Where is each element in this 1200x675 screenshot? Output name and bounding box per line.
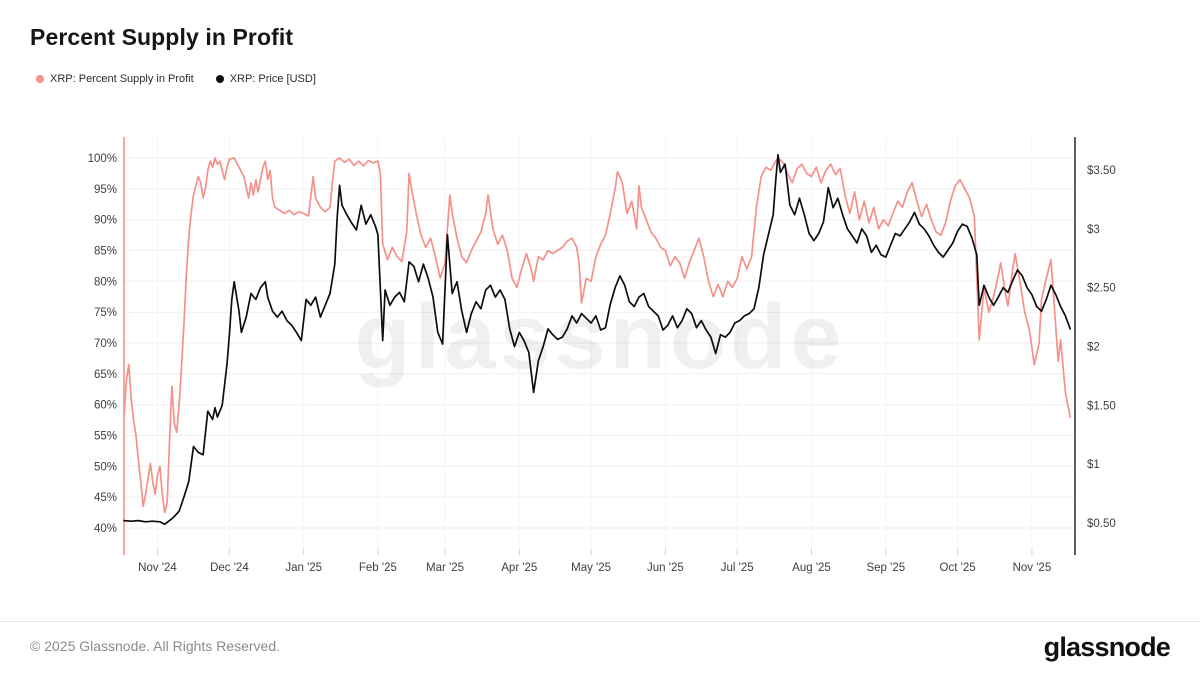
left-axis-tick-label: 50%	[94, 461, 117, 473]
right-axis-tick-label: $3.50	[1087, 165, 1116, 177]
x-tick-label: Aug '25	[792, 562, 831, 574]
left-axis-tick-label: 90%	[94, 215, 117, 227]
x-tick-label: Sep '25	[866, 562, 905, 574]
legend-item-percent-supply-in-profit[interactable]: XRP: Percent Supply in Profit	[36, 73, 194, 85]
x-tick-label: Oct '25	[940, 562, 976, 574]
left-axis-tick-label: 65%	[94, 369, 117, 381]
left-axis-tick-label: 85%	[94, 246, 117, 258]
legend-dot-supply-icon	[36, 75, 44, 83]
left-axis-tick-label: 80%	[94, 276, 117, 288]
x-tick-label: Nov '24	[138, 562, 177, 574]
x-tick-label: May '25	[571, 562, 611, 574]
legend-item-price[interactable]: XRP: Price [USD]	[215, 73, 316, 85]
right-axis-tick-label: $0.50	[1087, 518, 1116, 530]
legend-dot-price-icon	[215, 75, 224, 83]
series-line-price	[123, 153, 1072, 526]
x-tick-label: Apr '25	[501, 562, 537, 574]
x-tick-label: Jun '25	[647, 562, 684, 574]
x-tick-label: Mar '25	[426, 562, 464, 574]
page-title: Percent Supply in Profit	[30, 24, 294, 50]
left-axis-tick-label: 100%	[88, 153, 117, 165]
right-axis-tick-label: $3	[1087, 224, 1100, 236]
right-axis-tick-label: $1.50	[1087, 400, 1116, 412]
left-axis-tick-label: 95%	[94, 184, 117, 196]
left-axis-tick-label: 45%	[94, 492, 117, 504]
footer: © 2025 Glassnode. All Rights Reserved. g…	[0, 621, 1200, 675]
x-tick-label: Jan '25	[285, 562, 322, 574]
legend-label-price: XRP: Price [USD]	[229, 73, 316, 85]
legend-label-percent-supply-in-profit: XRP: Percent Supply in Profit	[50, 73, 194, 85]
x-tick-label: Nov '25	[1013, 562, 1052, 574]
right-axis-tick-label: $2.50	[1087, 283, 1116, 295]
left-axis-tick-label: 60%	[94, 400, 117, 412]
x-tick-label: Jul '25	[721, 562, 754, 574]
left-axis-tick-label: 75%	[94, 307, 117, 319]
glassnode-logo: glassnode	[1043, 632, 1171, 662]
right-axis-tick-label: $1	[1087, 459, 1100, 471]
series-line-percent-supply-in-profit	[123, 157, 1072, 514]
x-tick-label: Feb '25	[359, 562, 397, 574]
x-tick-label: Dec '24	[210, 562, 249, 574]
glassnode-watermark: glassnode	[354, 286, 845, 388]
chart-legend: XRP: Percent Supply in Profit XRP: Price…	[36, 73, 316, 85]
left-axis-tick-label: 55%	[94, 431, 117, 443]
left-axis-tick-label: 40%	[94, 523, 117, 535]
right-axis-tick-label: $2	[1087, 342, 1100, 354]
left-axis-tick-label: 70%	[94, 338, 117, 350]
copyright-text: © 2025 Glassnode. All Rights Reserved.	[30, 638, 281, 654]
